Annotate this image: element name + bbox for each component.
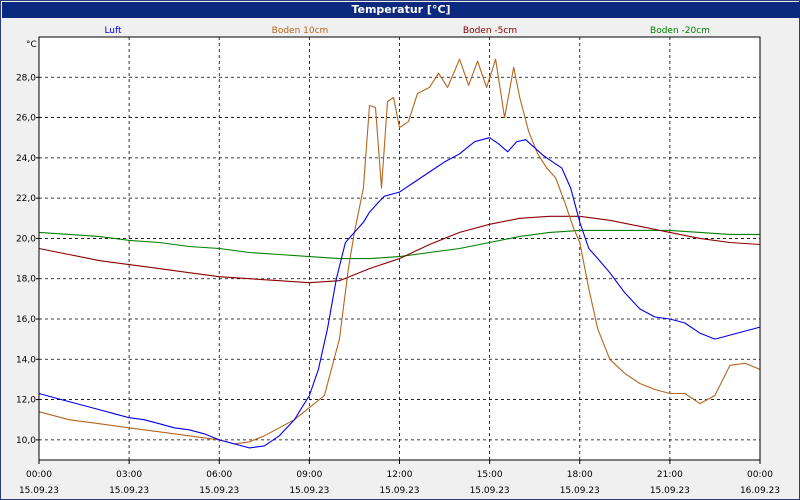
y-tick-label: 14,0 — [16, 355, 36, 365]
x-tick-time: 15:00 — [477, 470, 503, 480]
y-tick-label: 28,0 — [16, 73, 36, 83]
series-line-boden-20cm — [38, 229, 760, 260]
series-line-boden-5cm — [38, 215, 761, 284]
x-tick-time: 09:00 — [296, 470, 322, 480]
x-tick-date: 15.09.23 — [379, 486, 419, 496]
y-tick-label: 26,0 — [16, 114, 36, 124]
x-tick-time: 00:00 — [26, 470, 52, 480]
x-tick-time: 00:00 — [747, 470, 773, 480]
legend-item-boden-10cm: Boden 10cm — [272, 26, 329, 36]
x-tick-date: 15.09.23 — [650, 486, 690, 496]
x-tick-date: 15.09.23 — [470, 486, 510, 496]
x-tick-date: 15.09.23 — [289, 486, 329, 496]
y-tick-label: 12,0 — [16, 396, 36, 406]
x-tick-date: 15.09.23 — [199, 486, 239, 496]
chart-title: Temperatur [°C] — [2, 2, 800, 18]
x-tick-time: 21:00 — [657, 470, 683, 480]
y-tick-label: 18,0 — [16, 275, 36, 285]
x-tick-time: 03:00 — [116, 470, 142, 480]
legend: Luft Boden 10cm Boden -5cm Boden -20cm — [104, 26, 710, 36]
x-tick-date: 16.09.23 — [740, 486, 780, 496]
x-tick-time: 12:00 — [387, 470, 413, 480]
x-tick-time: 06:00 — [206, 470, 232, 480]
legend-item-boden-5cm: Boden -5cm — [463, 26, 517, 36]
y-axis-unit: °C — [26, 40, 37, 50]
y-tick-label: 16,0 — [16, 315, 36, 325]
y-tick-label: 24,0 — [16, 154, 36, 164]
y-tick-label: 20,0 — [16, 234, 36, 244]
x-tick-time: 18:00 — [567, 470, 593, 480]
series-line-luft — [38, 137, 761, 449]
legend-item-luft: Luft — [104, 26, 122, 36]
y-tick-label: 10,0 — [16, 436, 36, 446]
series-layer — [38, 58, 761, 449]
legend-item-boden-20cm: Boden -20cm — [650, 26, 710, 36]
axes: 10,0 12,0 14,0 16,0 18,0 20,0 22,0 24,0 26,0 28,0… — [16, 36, 780, 496]
series-line-boden-10cm — [38, 58, 761, 445]
x-tick-date: 15.09.23 — [19, 486, 59, 496]
grid-lines — [39, 37, 760, 460]
y-tick-label: 22,0 — [16, 194, 36, 204]
x-tick-date: 15.09.23 — [109, 486, 149, 496]
x-tick-date: 15.09.23 — [560, 486, 600, 496]
plot-frame — [38, 36, 761, 461]
